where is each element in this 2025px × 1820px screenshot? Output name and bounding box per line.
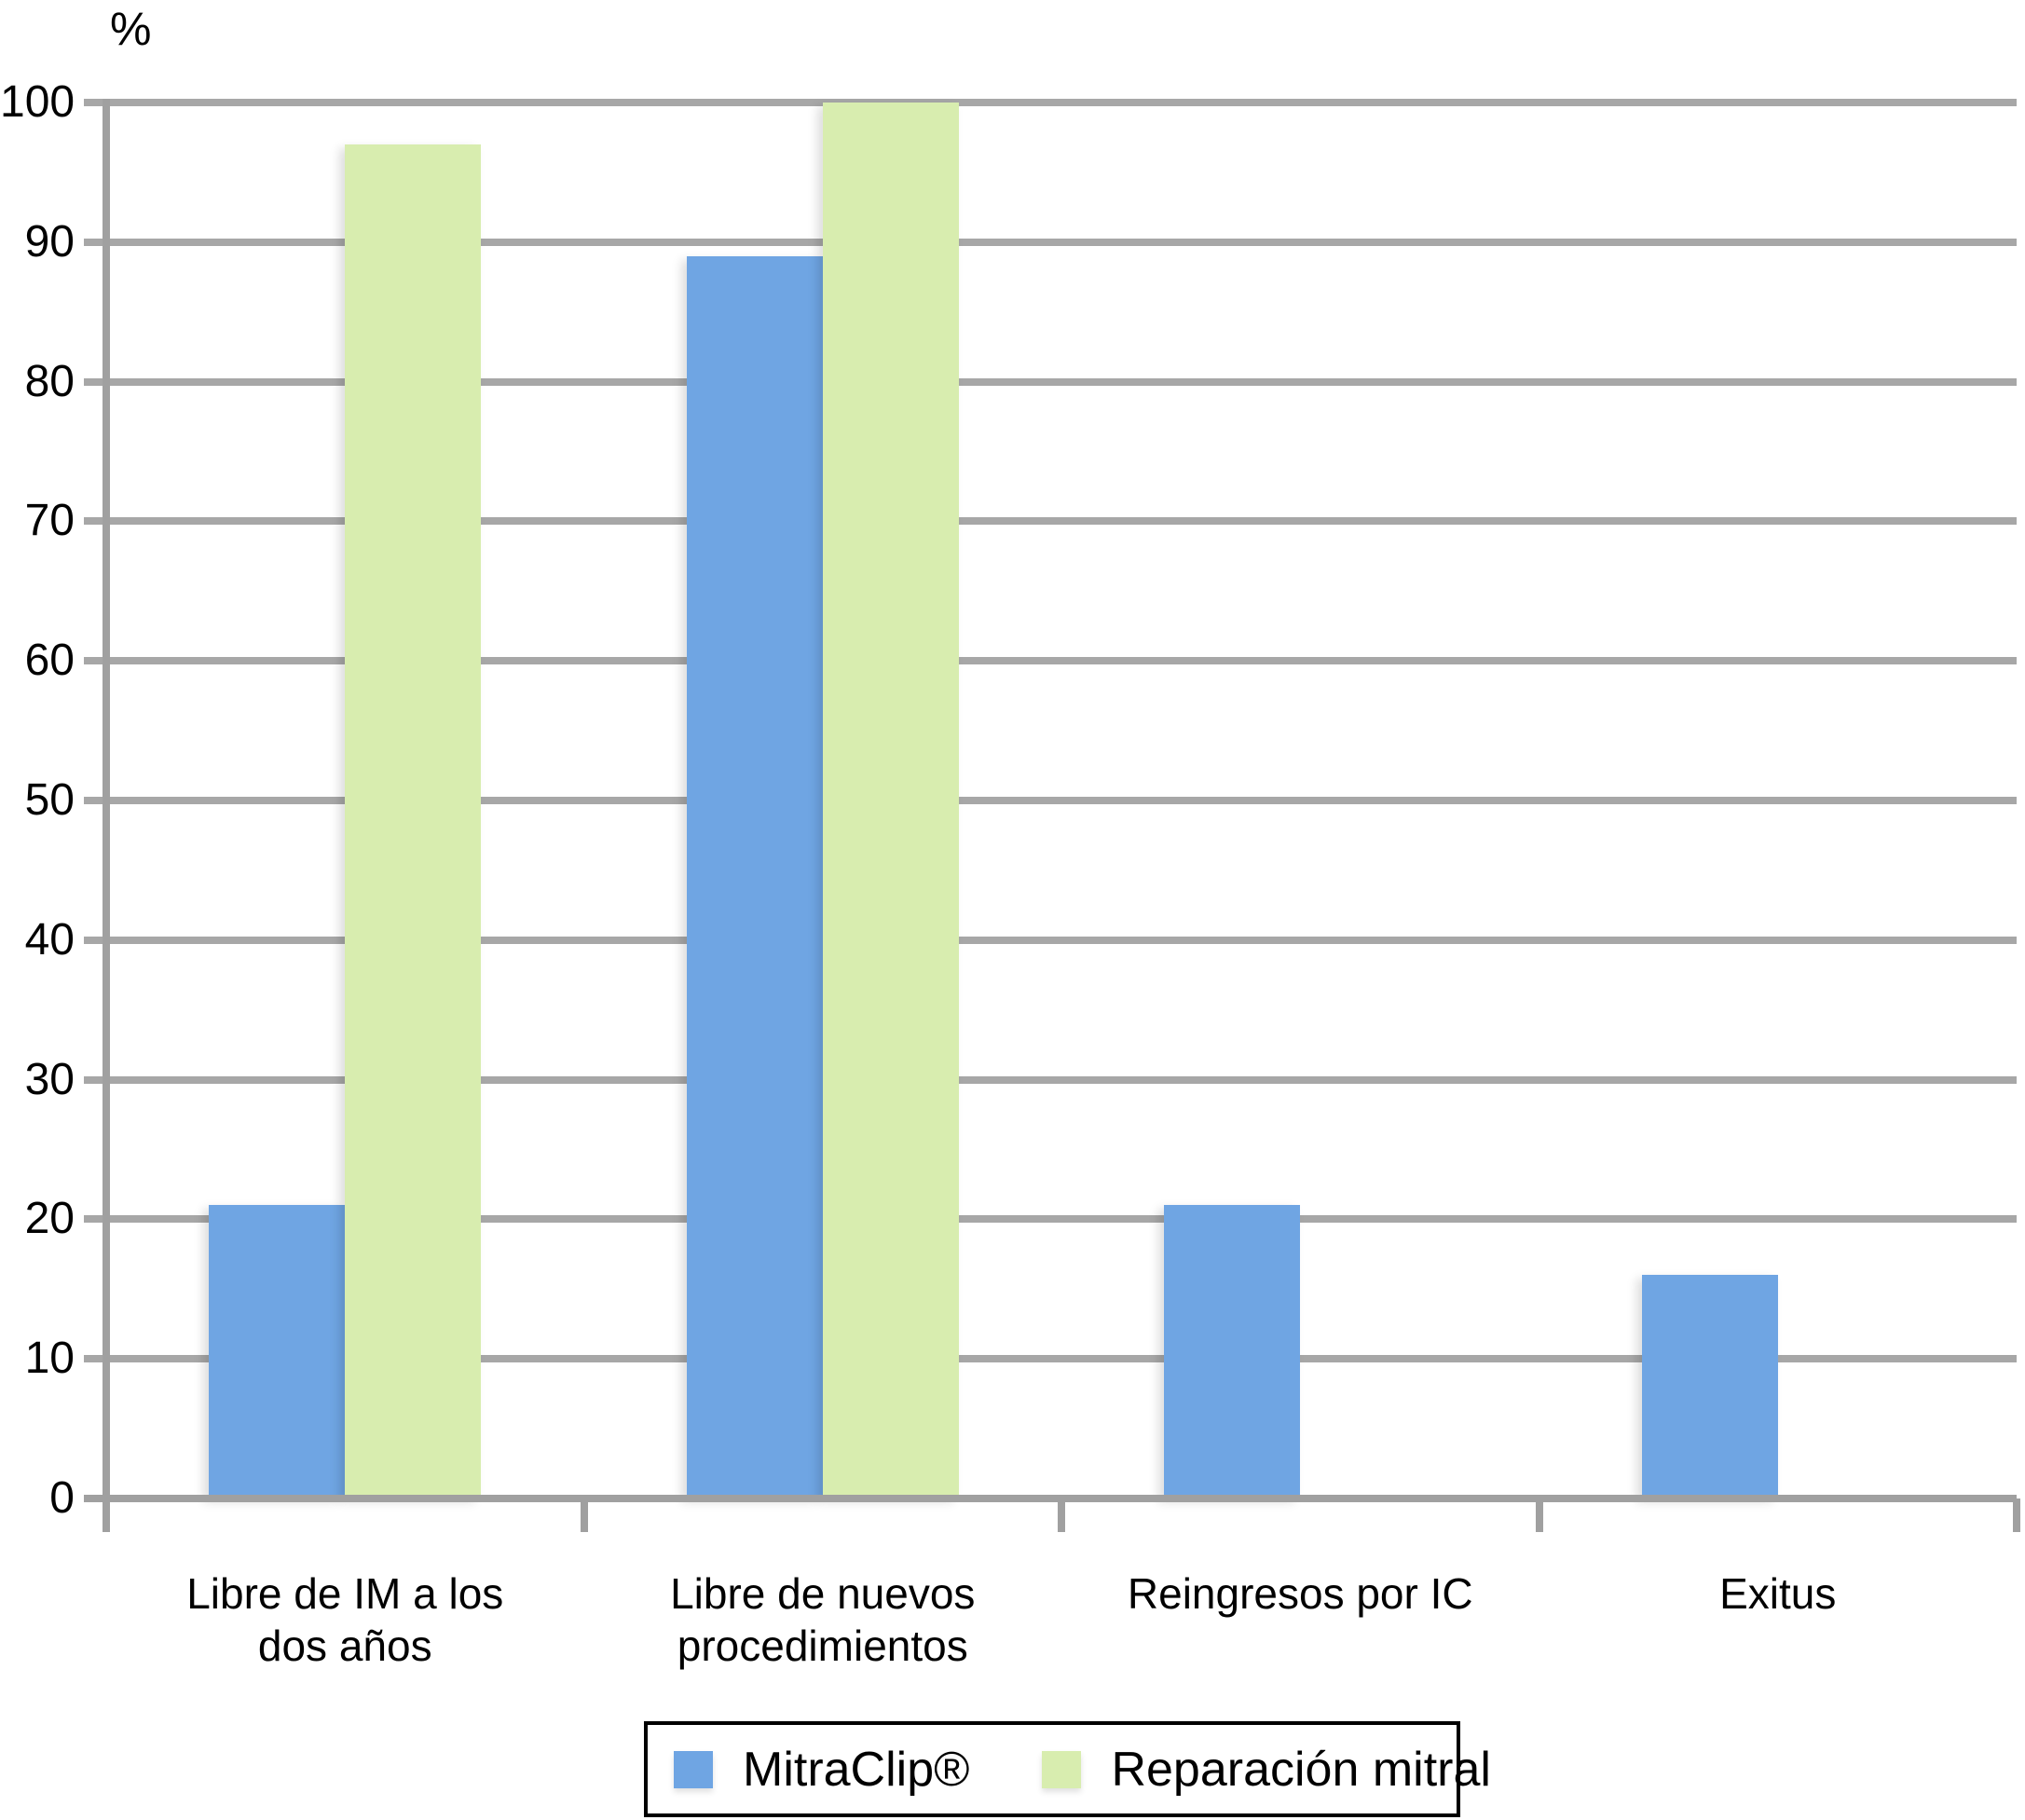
y-tick-label-60: 60 [24,636,75,686]
x-axis-tick-1 [580,1498,588,1532]
gridline-20 [84,1215,2017,1224]
legend-swatch-reparacion-icon [1042,1750,1082,1788]
gridline-60 [84,657,2017,665]
category-label-line: procedimientos [677,1622,968,1670]
gridline-70 [84,517,2017,526]
category-label-1: Libre de IM a los dos años [106,1567,584,1672]
category-label-line: Exitus [1719,1569,1837,1618]
legend-label-reparacion: Reparación mitral [1111,1742,1491,1797]
bar-series1-cat3 [1164,1205,1301,1498]
y-tick-label-20: 20 [24,1194,75,1244]
category-label-3: Reingresos por IC [1061,1567,1539,1620]
category-label-line: dos años [257,1622,432,1670]
bar-series2-cat1 [345,144,482,1498]
bar-series1-cat1 [209,1205,346,1498]
y-axis-line [103,99,110,1532]
y-tick-label-90: 90 [24,216,75,267]
legend: MitraClip® Reparación mitral [644,1721,1491,1817]
category-label-line: Libre de IM a los [186,1569,504,1618]
legend-item-reparacion: Reparación mitral [1042,1745,1491,1794]
y-tick-label-0: 0 [49,1473,75,1523]
gridline-10 [84,1355,2017,1363]
gridline-80 [84,377,2017,386]
bar-series1-cat4 [1641,1275,1778,1498]
legend-swatch-mitraclip-icon [674,1750,713,1788]
x-axis-tick-0 [103,1498,110,1532]
bar-series1-cat2 [686,255,823,1498]
y-tick-label-50: 50 [24,775,75,825]
legend-item-mitraclip: MitraClip® [674,1745,969,1794]
category-label-line: Reingresos por IC [1127,1569,1473,1618]
x-axis-line [84,1495,2017,1502]
legend-label-mitraclip: MitraClip® [743,1742,970,1797]
x-axis-tick-3 [1535,1498,1543,1532]
y-tick-label-100: 100 [0,77,75,127]
y-axis-unit-label: % [110,3,152,55]
bar-series2-cat2 [822,103,959,1498]
gridline-100 [84,99,2017,106]
y-tick-label-40: 40 [24,914,75,965]
gridline-90 [84,238,2017,246]
y-tick-label-70: 70 [24,496,75,546]
y-tick-label-80: 80 [24,356,75,406]
category-label-4: Exitus [1539,1567,2018,1620]
x-axis-tick-2 [1058,1498,1065,1532]
category-label-2: Libre de nuevos procedimientos [584,1567,1062,1672]
gridline-30 [84,1075,2017,1084]
x-axis-tick-4 [2013,1498,2020,1532]
gridline-40 [84,936,2017,944]
gridline-50 [84,797,2017,804]
y-tick-label-10: 10 [24,1334,75,1384]
category-label-line: Libre de nuevos [670,1569,976,1618]
y-tick-label-30: 30 [24,1054,75,1104]
